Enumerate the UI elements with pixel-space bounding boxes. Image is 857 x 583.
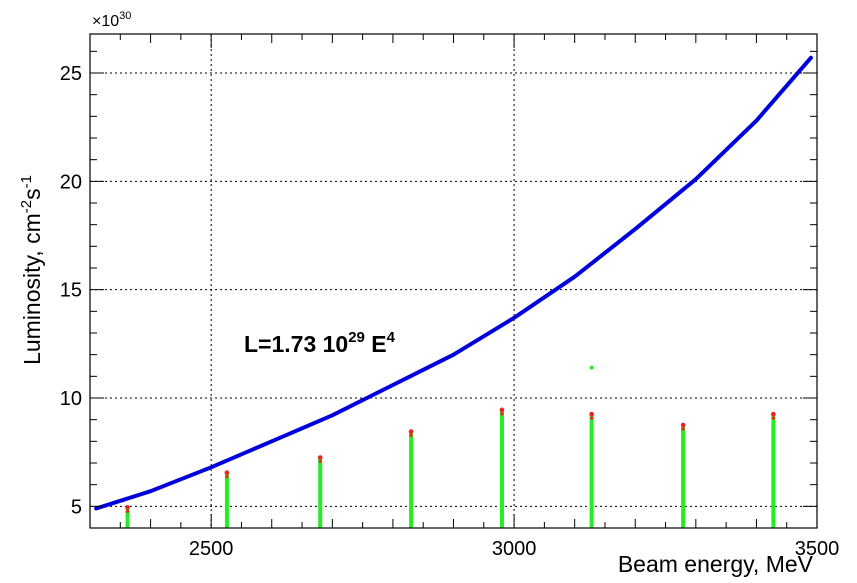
- x-axis-title: Beam energy, MeV: [618, 551, 814, 577]
- measurement-upper-point-3: [409, 433, 413, 438]
- x-tick-label-3000: 3000: [492, 538, 537, 560]
- measurement-top-point-4: [499, 407, 505, 413]
- y-tick-label-20: 20: [60, 171, 82, 193]
- measurement-upper-point-5: [590, 416, 594, 420]
- y-tick-label-5: 5: [71, 496, 82, 518]
- measurement-top-point-1: [224, 470, 230, 475]
- measurement-upper-point-7: [771, 416, 775, 420]
- grid-lines: [90, 34, 817, 528]
- y-multiplier: ×1030: [92, 10, 131, 30]
- measurement-upper-point-1: [225, 475, 229, 479]
- x-tick-label-2500: 2500: [189, 538, 234, 560]
- measurement-top-point-6: [680, 422, 686, 428]
- y-tick-label-25: 25: [60, 63, 82, 85]
- measurement-top-point-2: [317, 455, 323, 460]
- measurement-upper-point-0: [125, 509, 130, 513]
- measurement-top-point-5: [589, 411, 594, 417]
- measurement-top-point-0: [125, 505, 130, 510]
- measurement-marks: [125, 365, 776, 528]
- y-tick-label-10: 10: [60, 388, 82, 410]
- plot-frame: [89, 33, 818, 529]
- x-tick-label-3500: 3500: [795, 538, 840, 560]
- fit-formula-annotation: L=1.73 1029 E4: [244, 329, 396, 357]
- measurement-outlier-0: [589, 365, 594, 370]
- fit-curve-layer: [94, 55, 813, 511]
- measurement-upper-point-2: [318, 459, 322, 464]
- y-axis-title: Luminosity, cm-2s-1: [18, 175, 45, 365]
- y-tick-label-15: 15: [60, 280, 82, 302]
- fit-curve: [94, 55, 813, 511]
- axes: 5 10 15 20 25 2500 3000 3500: [60, 33, 840, 560]
- measurement-upper-point-4: [500, 412, 504, 416]
- measurement-top-point-7: [771, 411, 776, 417]
- measurement-top-point-3: [408, 429, 414, 434]
- measurement-upper-point-6: [681, 427, 685, 431]
